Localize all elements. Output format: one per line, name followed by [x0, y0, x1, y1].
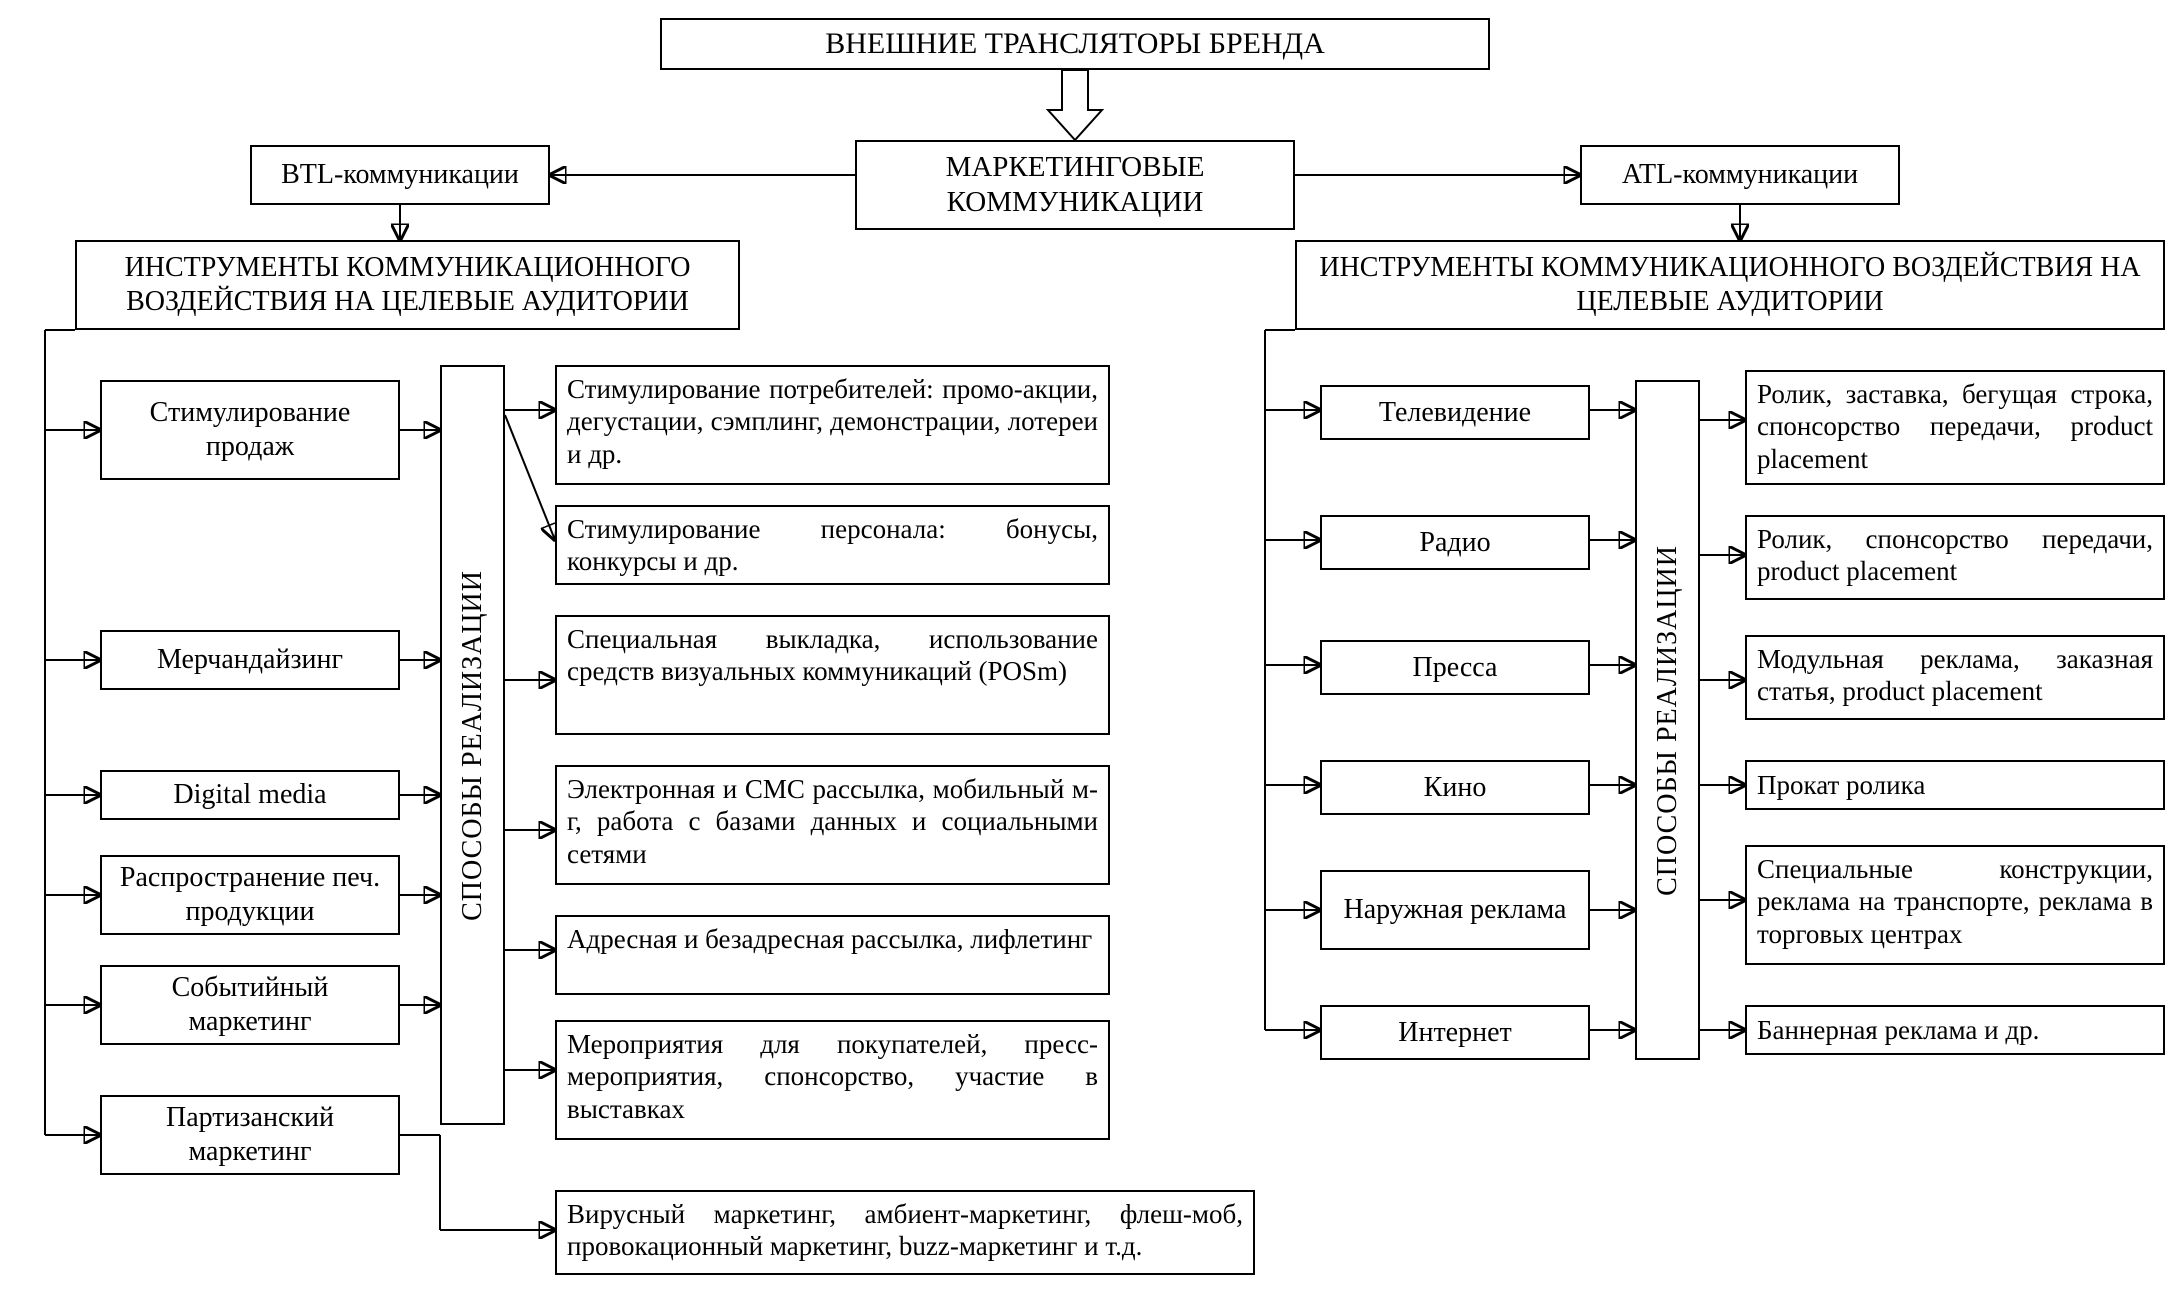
marketing-center-text: МАРКЕТИНГОВЫЕ КОММУНИКАЦИИ: [867, 150, 1283, 220]
btl-instrument-2: Digital media: [100, 770, 400, 820]
btl-method-3-text: Электронная и СМС рассылка, мобильный м-…: [567, 773, 1098, 870]
btl-instrument-0-text: Стимулирование продаж: [112, 396, 388, 463]
btl-instrument-3: Распространение печ. продукции: [100, 855, 400, 935]
btl-header-text: ИНСТРУМЕНТЫ КОММУНИКАЦИОННОГО ВОЗДЕЙСТВИ…: [87, 251, 728, 318]
atl-header-text: ИНСТРУМЕНТЫ КОММУНИКАЦИОННОГО ВОЗДЕЙСТВИ…: [1307, 251, 2153, 318]
btl-method-0: Стимулирование потребителей: промо-акции…: [555, 365, 1110, 485]
atl-instrument-3: Кино: [1320, 760, 1590, 815]
atl-instrument-5-text: Интернет: [1398, 1016, 1512, 1050]
atl-vertical-box: СПОСОБЫ РЕАЛИЗАЦИИ: [1635, 380, 1700, 1060]
btl-method-2: Специальная выкладка, использование сред…: [555, 615, 1110, 735]
atl-method-3: Прокат ролика: [1745, 760, 2165, 810]
btl-method-3: Электронная и СМС рассылка, мобильный м-…: [555, 765, 1110, 885]
atl-instrument-1-text: Радио: [1419, 526, 1490, 560]
atl-method-5-text: Баннерная реклама и др.: [1757, 1014, 2039, 1046]
btl-instrument-2-text: Digital media: [173, 778, 326, 812]
atl-method-0: Ролик, заставка, бегущая строка, спонсор…: [1745, 370, 2165, 485]
atl-label: ATL-коммуникации: [1622, 158, 1858, 192]
title-text: ВНЕШНИЕ ТРАНСЛЯТОРЫ БРЕНДА: [825, 26, 1325, 62]
atl-instrument-2: Пресса: [1320, 640, 1590, 695]
atl-method-1: Ролик, спонсорство передачи, product pla…: [1745, 515, 2165, 600]
btl-method-6-text: Вирусный маркетинг, амбиент-маркетинг, ф…: [567, 1198, 1243, 1263]
btl-method-1: Стимулирование персонала: бонусы, конкур…: [555, 505, 1110, 585]
btl-method-5: Мероприятия для покупателей, пресс-мероп…: [555, 1020, 1110, 1140]
btl-vertical-text: СПОСОБЫ РЕАЛИЗАЦИИ: [457, 570, 489, 921]
atl-method-3-text: Прокат ролика: [1757, 769, 1925, 801]
btl-instrument-4: Событийный маркетинг: [100, 965, 400, 1045]
title-box: ВНЕШНИЕ ТРАНСЛЯТОРЫ БРЕНДА: [660, 18, 1490, 70]
btl-label: BTL-коммуникации: [281, 158, 519, 192]
atl-method-4-text: Специальные конструкции, реклама на тран…: [1757, 853, 2153, 950]
btl-instrument-0: Стимулирование продаж: [100, 380, 400, 480]
atl-instrument-5: Интернет: [1320, 1005, 1590, 1060]
marketing-center-box: МАРКЕТИНГОВЫЕ КОММУНИКАЦИИ: [855, 140, 1295, 230]
atl-method-5: Баннерная реклама и др.: [1745, 1005, 2165, 1055]
atl-method-4: Специальные конструкции, реклама на тран…: [1745, 845, 2165, 965]
btl-method-5-text: Мероприятия для покупателей, пресс-мероп…: [567, 1028, 1098, 1125]
atl-instrument-3-text: Кино: [1424, 771, 1487, 805]
atl-box: ATL-коммуникации: [1580, 145, 1900, 205]
atl-header-box: ИНСТРУМЕНТЫ КОММУНИКАЦИОННОГО ВОЗДЕЙСТВИ…: [1295, 240, 2165, 330]
atl-method-2: Модульная реклама, заказная статья, prod…: [1745, 635, 2165, 720]
btl-instrument-5: Партизанский маркетинг: [100, 1095, 400, 1175]
btl-box: BTL-коммуникации: [250, 145, 550, 205]
btl-instrument-1: Мерчандайзинг: [100, 630, 400, 690]
btl-method-2-text: Специальная выкладка, использование сред…: [567, 623, 1098, 688]
btl-method-6: Вирусный маркетинг, амбиент-маркетинг, ф…: [555, 1190, 1255, 1275]
btl-instrument-3-text: Распространение печ. продукции: [112, 861, 388, 928]
atl-instrument-4-text: Наружная реклама: [1344, 893, 1567, 927]
btl-method-4: Адресная и безадресная рассылка, лифлети…: [555, 915, 1110, 995]
atl-vertical-text: СПОСОБЫ РЕАЛИЗАЦИИ: [1652, 545, 1684, 896]
atl-instrument-4: Наружная реклама: [1320, 870, 1590, 950]
atl-instrument-2-text: Пресса: [1413, 651, 1498, 685]
atl-method-2-text: Модульная реклама, заказная статья, prod…: [1757, 643, 2153, 708]
btl-instrument-1-text: Мерчандайзинг: [157, 643, 343, 677]
atl-instrument-0-text: Телевидение: [1379, 396, 1531, 430]
atl-method-1-text: Ролик, спонсорство передачи, product pla…: [1757, 523, 2153, 588]
diagram-canvas: ВНЕШНИЕ ТРАНСЛЯТОРЫ БРЕНДА BTL-коммуника…: [0, 0, 2184, 1290]
atl-method-0-text: Ролик, заставка, бегущая строка, спонсор…: [1757, 378, 2153, 475]
atl-instrument-1: Радио: [1320, 515, 1590, 570]
btl-method-0-text: Стимулирование потребителей: промо-акции…: [567, 373, 1098, 470]
btl-vertical-box: СПОСОБЫ РЕАЛИЗАЦИИ: [440, 365, 505, 1125]
btl-instrument-5-text: Партизанский маркетинг: [112, 1101, 388, 1168]
btl-header-box: ИНСТРУМЕНТЫ КОММУНИКАЦИОННОГО ВОЗДЕЙСТВИ…: [75, 240, 740, 330]
btl-method-1-text: Стимулирование персонала: бонусы, конкур…: [567, 513, 1098, 578]
atl-instrument-0: Телевидение: [1320, 385, 1590, 440]
btl-instrument-4-text: Событийный маркетинг: [112, 971, 388, 1038]
btl-method-4-text: Адресная и безадресная рассылка, лифлети…: [567, 923, 1092, 955]
